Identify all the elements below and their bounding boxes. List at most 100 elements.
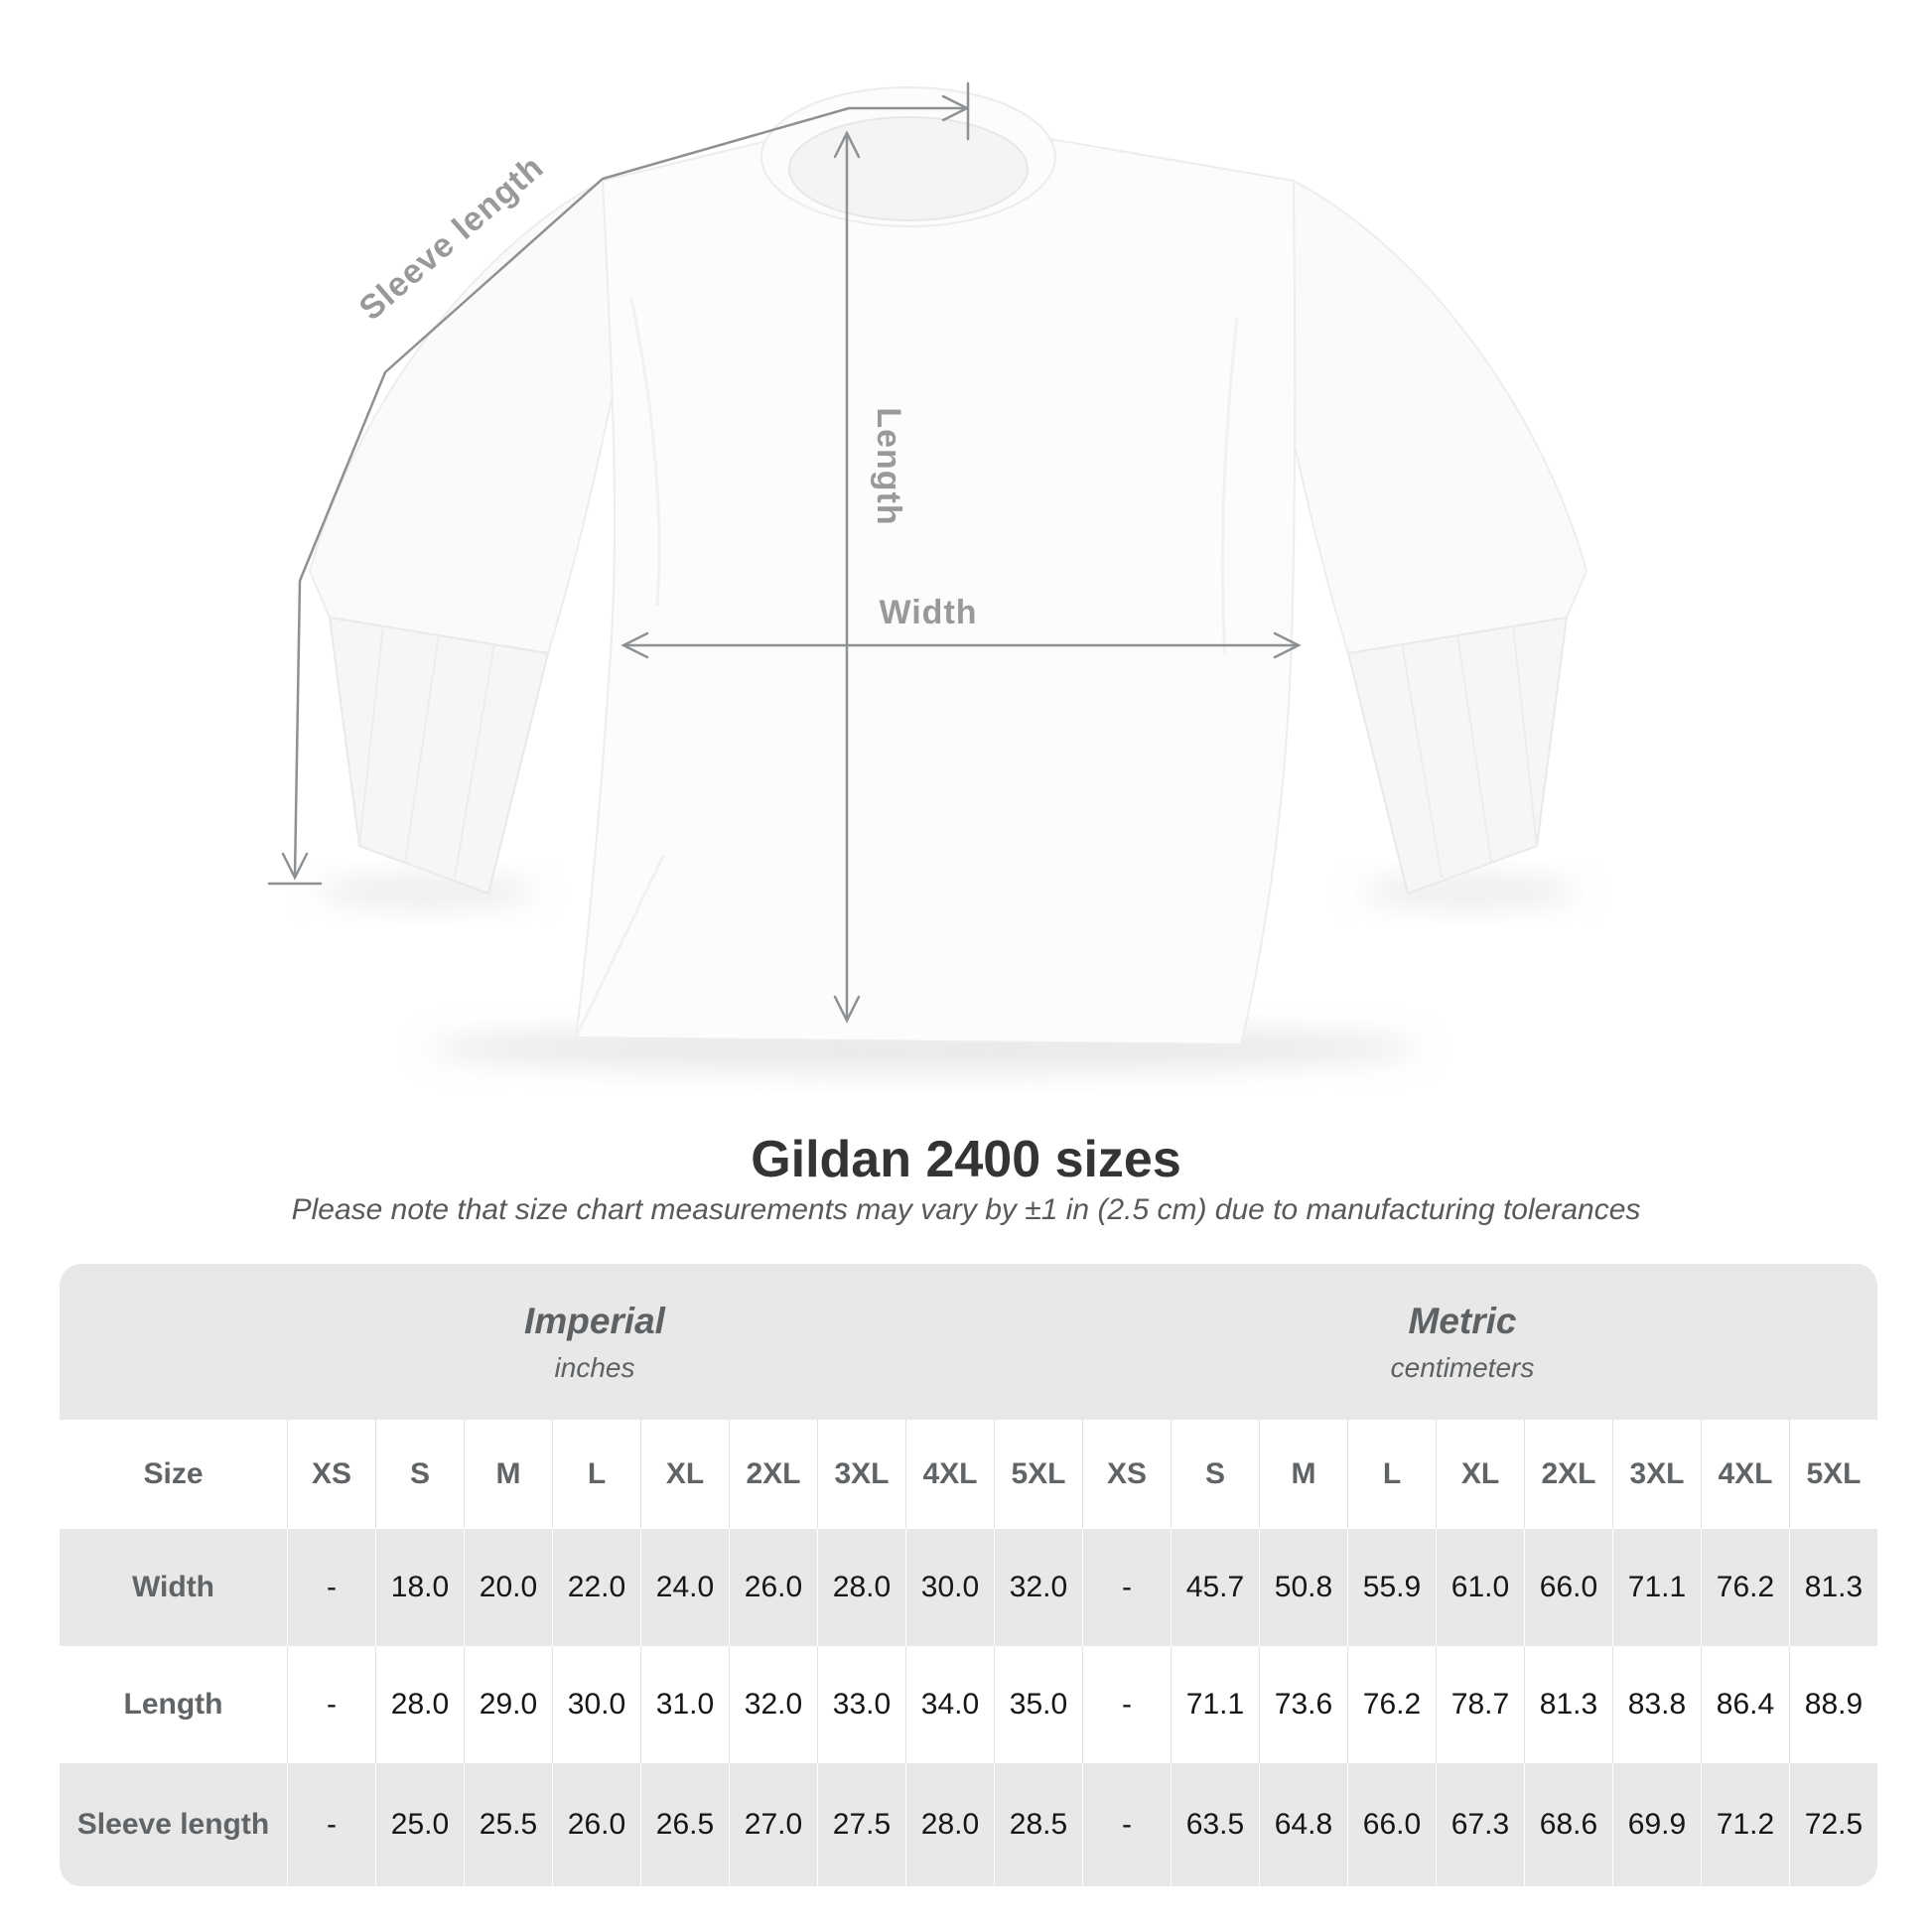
collar-inner [788,116,1029,221]
size-header-metric-2xl: 2XL [1524,1420,1612,1529]
length-arrowheads [833,130,861,1024]
value-metric-2xl: 81.3 [1524,1646,1612,1763]
value-metric-3xl: 71.1 [1612,1529,1701,1646]
table-row-width: Width -18.0 20.0 22.0 24.0 26.0 28.0 30.0 32.0-4… [60,1529,1877,1646]
value-metric-5xl: 81.3 [1789,1529,1877,1646]
value-imperial-m: 25.5 [464,1763,552,1886]
value-metric-2xl: 66.0 [1524,1529,1612,1646]
value-imperial-2xl: 32.0 [729,1646,817,1763]
value-imperial-5xl: 32.0 [994,1529,1082,1646]
unit-header-band: Imperial inches Metric centimeters [60,1264,1877,1420]
value-metric-4xl: 86.4 [1701,1646,1789,1763]
size-header-imperial-5xl: 5XL [994,1420,1082,1529]
row-label: Sleeve length [76,1808,270,1841]
value-metric-3xl: 83.8 [1612,1646,1701,1763]
value-metric-m: 64.8 [1259,1763,1347,1886]
value-imperial-l: 26.0 [552,1763,640,1886]
value-imperial-3xl: 33.0 [817,1646,905,1763]
right-cuff-shadow [1360,876,1579,907]
size-header-metric-xl: XL [1436,1420,1524,1529]
size-header-imperial-2xl: 2XL [729,1420,817,1529]
size-column-header: Size [143,1457,204,1490]
left-sleeve [308,179,624,655]
value-imperial-xl: 31.0 [640,1646,729,1763]
sleeve-length-line [293,106,967,878]
value-imperial-5xl: 28.5 [994,1763,1082,1886]
left-cuff-shadow [318,876,536,907]
value-imperial-xs: - [287,1763,375,1886]
value-metric-2xl: 68.6 [1524,1763,1612,1886]
width-arrowheads [621,631,1302,659]
imperial-header-group: Imperial inches [524,1264,665,1420]
value-metric-l: 66.0 [1347,1763,1436,1886]
value-metric-xl: 78.7 [1436,1646,1524,1763]
left-cuff-ribs [358,624,495,879]
value-imperial-3xl: 27.5 [817,1763,905,1886]
size-header-imperial-l: L [552,1420,640,1529]
value-metric-m: 50.8 [1259,1529,1347,1646]
value-metric-xs: - [1082,1763,1171,1886]
size-header-metric-l: L [1347,1420,1436,1529]
size-header-row: Size XS S M L XL 2XL 3XL 4XL 5XL XS S M L XL 2XL 3XL 4XL 5… [60,1420,1877,1529]
shirt-body [574,137,1297,1046]
value-imperial-2xl: 26.0 [729,1529,817,1646]
row-label: Width [131,1571,215,1603]
value-imperial-4xl: 30.0 [905,1529,994,1646]
size-header-metric-5xl: 5XL [1789,1420,1877,1529]
value-metric-5xl: 72.5 [1789,1763,1877,1886]
size-header-metric-3xl: 3XL [1612,1420,1701,1529]
right-cuff-ribs [1401,624,1538,879]
body-creases [574,297,1239,1038]
value-imperial-l: 22.0 [552,1529,640,1646]
size-header-metric-4xl: 4XL [1701,1420,1789,1529]
imperial-header: Imperial [524,1300,665,1341]
right-cuff [1347,617,1568,895]
value-imperial-5xl: 35.0 [994,1646,1082,1763]
value-metric-3xl: 69.9 [1612,1763,1701,1886]
value-metric-5xl: 88.9 [1789,1646,1877,1763]
value-imperial-xs: - [287,1646,375,1763]
left-cuff [329,617,549,895]
size-header-imperial-4xl: 4XL [905,1420,994,1529]
metric-header-group: Metric centimeters [1391,1264,1535,1420]
value-imperial-xs: - [287,1529,375,1646]
value-imperial-3xl: 28.0 [817,1529,905,1646]
value-metric-s: 63.5 [1171,1763,1259,1886]
value-metric-xl: 61.0 [1436,1529,1524,1646]
size-header-metric-s: S [1171,1420,1259,1529]
size-header-imperial-s: S [375,1420,464,1529]
value-imperial-2xl: 27.0 [729,1763,817,1886]
right-sleeve [1272,179,1588,655]
table-row-length: Length -28.0 29.0 30.0 31.0 32.0 33.0 34.0 35.0-… [60,1646,1877,1763]
value-imperial-m: 29.0 [464,1646,552,1763]
value-imperial-s: 25.0 [375,1763,464,1886]
value-imperial-s: 28.0 [375,1646,464,1763]
value-metric-xs: - [1082,1646,1171,1763]
value-metric-m: 73.6 [1259,1646,1347,1763]
size-header-metric-m: M [1259,1420,1347,1529]
value-imperial-s: 18.0 [375,1529,464,1646]
tolerance-note: Please note that size chart measurements… [291,1193,1641,1226]
length-label: Length [870,407,907,525]
value-imperial-xl: 24.0 [640,1529,729,1646]
value-metric-xs: - [1082,1529,1171,1646]
value-metric-4xl: 76.2 [1701,1529,1789,1646]
value-imperial-4xl: 34.0 [905,1646,994,1763]
page-title: Gildan 2400 sizes [751,1131,1181,1188]
value-imperial-xl: 26.5 [640,1763,729,1886]
value-metric-s: 45.7 [1171,1529,1259,1646]
imperial-unit-label: inches [554,1351,635,1383]
value-imperial-4xl: 28.0 [905,1763,994,1886]
sleeve-length-ticks [267,81,970,886]
size-header-imperial-m: M [464,1420,552,1529]
value-imperial-m: 20.0 [464,1529,552,1646]
metric-unit-label: centimeters [1390,1351,1535,1383]
row-label: Length [123,1688,223,1721]
size-header-imperial-xs: XS [287,1420,375,1529]
value-metric-s: 71.1 [1171,1646,1259,1763]
shirt-measurement-diagram: Sleeve length Length Width [267,81,1588,1072]
table-row-sleeve-length: Sleeve length -25.0 25.5 26.0 26.5 27.0 27.5 28… [60,1763,1877,1886]
value-metric-l: 55.9 [1347,1529,1436,1646]
size-header-metric-xs: XS [1082,1420,1171,1529]
